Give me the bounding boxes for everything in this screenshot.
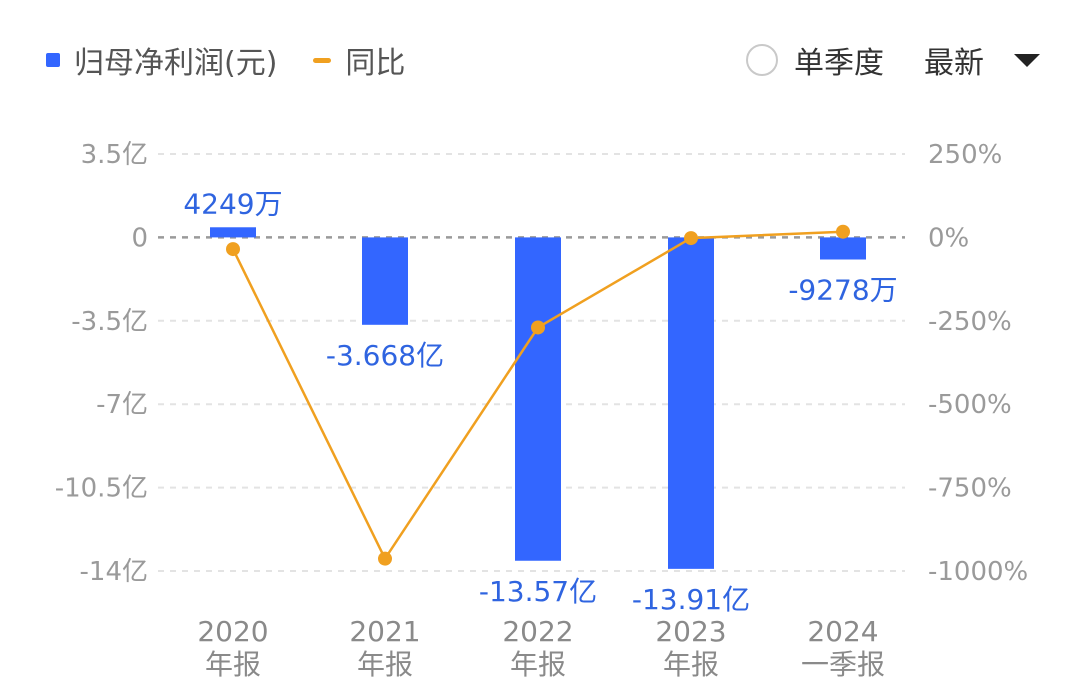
yoy-point	[531, 320, 545, 335]
latest-dropdown[interactable]: 最新	[924, 38, 1040, 82]
bar-data-label: -9278万	[788, 274, 897, 307]
bar-data-label: -13.91亿	[632, 583, 750, 616]
y-right-tick-label: 250%	[928, 140, 1002, 170]
yoy-point	[226, 242, 240, 257]
bar	[362, 237, 408, 325]
chart-controls: 单季度 最新	[746, 38, 1040, 82]
yoy-point	[836, 224, 850, 239]
bar	[668, 237, 714, 569]
x-tick-sublabel: 年报	[510, 648, 566, 681]
y-right-tick-label: -500%	[928, 390, 1012, 420]
y-left-tick-label: -10.5亿	[55, 474, 148, 504]
line-legend-swatch	[313, 57, 332, 63]
y-left-tick-label: 0	[131, 223, 148, 253]
y-right-tick-label: -750%	[928, 474, 1012, 504]
bar-data-label: -3.668亿	[326, 339, 444, 372]
y-left-tick-label: -7亿	[96, 390, 148, 420]
x-tick-label: 2023	[655, 615, 726, 648]
dropdown-caret-icon	[1014, 53, 1040, 67]
legend: 归母净利润(元) 同比	[46, 38, 441, 82]
y-left-tick-label: -3.5亿	[71, 307, 148, 337]
x-tick-label: 2020	[197, 615, 268, 648]
y-right-tick-label: 0%	[928, 223, 969, 253]
bar-data-label: 4249万	[183, 187, 282, 220]
bar-legend-swatch	[46, 53, 60, 67]
x-tick-label: 2021	[349, 615, 420, 648]
bar	[515, 237, 561, 561]
y-right-tick-label: -250%	[928, 307, 1012, 337]
quarter-label[interactable]: 单季度	[794, 46, 884, 81]
x-tick-sublabel: 年报	[357, 648, 413, 681]
latest-label: 最新	[924, 46, 984, 81]
x-tick-label: 2022	[502, 615, 573, 648]
bar	[210, 227, 256, 238]
legend-item-profit[interactable]: 归母净利润(元)	[46, 38, 277, 82]
x-tick-sublabel: 一季报	[801, 648, 885, 681]
yoy-point	[378, 551, 392, 566]
legend-item-yoy[interactable]: 同比	[313, 38, 405, 82]
x-tick-sublabel: 年报	[205, 648, 261, 681]
y-right-tick-label: -1000%	[928, 557, 1028, 587]
y-left-tick-label: 3.5亿	[81, 140, 148, 170]
bar-data-label: -13.57亿	[479, 575, 597, 608]
legend-profit-label: 归母净利润(元)	[74, 46, 278, 81]
quarter-radio[interactable]	[746, 44, 778, 76]
x-tick-sublabel: 年报	[663, 648, 719, 681]
y-left-tick-label: -14亿	[80, 557, 148, 587]
bar	[820, 237, 866, 260]
yoy-point	[684, 231, 698, 246]
x-tick-label: 2024	[807, 615, 878, 648]
legend-yoy-label: 同比	[345, 46, 406, 81]
